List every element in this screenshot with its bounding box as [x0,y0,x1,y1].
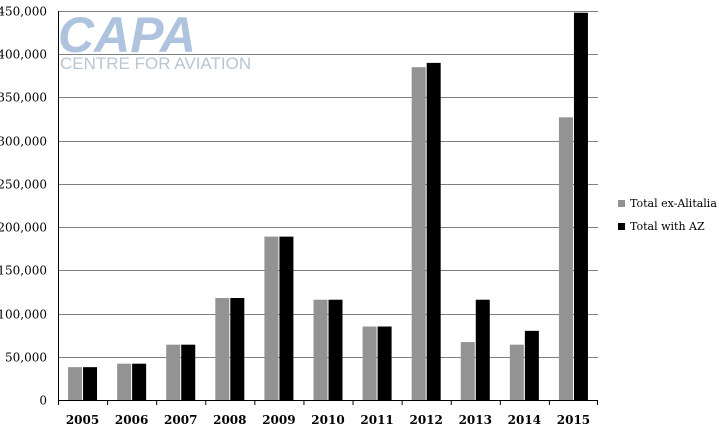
y-tick-label: 450,000 [0,5,47,19]
bars [68,12,588,401]
bar-total-with-az-2012 [426,62,441,400]
bar-total-with-az-2006 [132,363,147,400]
y-tick-label: 350,000 [0,91,47,105]
x-tick-label: 2014 [508,413,541,427]
bar-total-ex-alitalia-2015 [558,117,573,401]
chart-logo: CAPA CENTRE FOR AVIATION [58,7,251,73]
bar-total-ex-alitalia-2013 [460,342,475,400]
y-tick-label: 200,000 [0,221,47,235]
bar-total-with-az-2015 [573,12,588,401]
logo-tagline: CENTRE FOR AVIATION [60,54,251,73]
bar-total-with-az-2005 [83,367,98,400]
legend-label: Total with AZ [630,220,705,233]
bar-total-with-az-2013 [475,299,490,400]
x-tick-label: 2007 [164,413,197,427]
x-tick-label: 2010 [311,413,344,427]
bar-total-ex-alitalia-2006 [117,363,132,400]
y-tick-label: 250,000 [0,178,47,192]
y-tick-label: 100,000 [0,308,47,322]
y-tick-label: 50,000 [5,351,47,365]
gridlines [58,11,598,401]
bar-total-ex-alitalia-2007 [166,344,181,400]
bar-total-ex-alitalia-2008 [215,297,230,400]
bar-total-with-az-2008 [230,297,245,400]
y-tick-label: 150,000 [0,264,47,278]
x-tick-label: 2013 [459,413,492,427]
y-tick-label: 0 [39,394,47,408]
bar-total-with-az-2011 [377,326,392,400]
bar-total-ex-alitalia-2005 [68,367,83,400]
x-tick-label: 2012 [409,413,442,427]
bar-total-ex-alitalia-2014 [509,344,524,400]
bar-total-ex-alitalia-2009 [264,236,279,400]
y-axis-ticks: 0 50,000 100,000 150,000 200,000 250,000 300,0… [0,5,47,408]
x-tick-label: 2015 [557,413,590,427]
bar-total-with-az-2014 [524,330,539,400]
bar-total-ex-alitalia-2011 [362,326,377,400]
x-axis-ticks: 2005 2006 2007 2008 2009 2010 2011 2012 2013 2014… [58,400,598,427]
legend-swatch [618,223,625,230]
logo-name: CAPA [58,7,196,63]
legend-label: Total ex-Alitalia [630,197,717,210]
legend-swatch [618,200,625,207]
bar-total-with-az-2010 [328,299,343,400]
y-tick-label: 300,000 [0,135,47,149]
bar-total-with-az-2009 [279,236,294,400]
legend: Total ex-Alitalia Total with AZ [618,197,717,233]
y-tick-label: 400,000 [0,48,47,62]
x-tick-label: 2005 [66,413,99,427]
x-tick-label: 2006 [115,413,148,427]
x-tick-label: 2008 [213,413,246,427]
x-tick-label: 2009 [262,413,295,427]
bar-total-ex-alitalia-2010 [313,299,328,400]
bar-total-ex-alitalia-2012 [411,67,426,400]
bar-total-with-az-2007 [181,344,196,400]
x-tick-label: 2011 [360,413,393,427]
